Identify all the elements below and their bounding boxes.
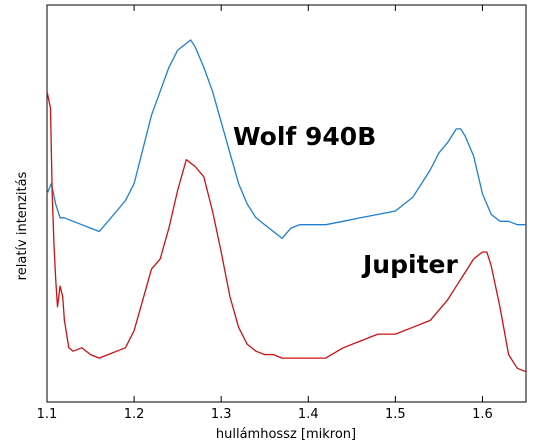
- x-tick-label-3: 1.4: [298, 407, 319, 422]
- x-tick-label-4: 1.5: [385, 407, 406, 422]
- series-line-0: [46, 39, 526, 240]
- x-axis-ticks: 1.1 1.2 1.3 1.4 1.5 1.6: [37, 5, 493, 422]
- series-label-jupiter: Jupiter: [361, 250, 458, 279]
- series-label-wolf: Wolf 940B: [233, 122, 376, 151]
- y-axis-label: relatív intenzitás: [15, 171, 30, 280]
- x-axis-label: hullámhossz [mikron]: [216, 427, 356, 442]
- series-line-1: [46, 91, 527, 373]
- plot-frame: [46, 4, 527, 403]
- x-tick-label-5: 1.6: [472, 407, 493, 422]
- x-tick-label-0: 1.1: [37, 407, 58, 422]
- series-lines: [46, 39, 527, 373]
- x-tick-label-1: 1.2: [124, 407, 145, 422]
- x-tick-label-2: 1.3: [211, 407, 232, 422]
